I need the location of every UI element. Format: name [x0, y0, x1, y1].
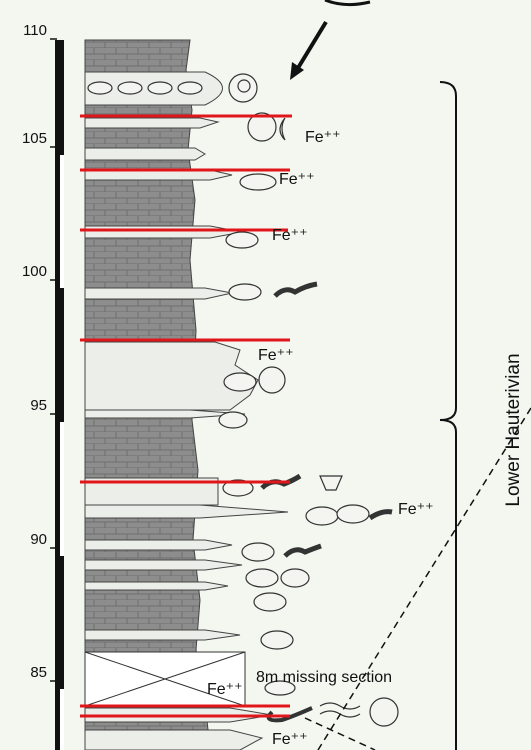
depth-axis: 110 105 100 95 90 85 [22, 22, 57, 682]
depth-label: 85 [30, 664, 47, 681]
fe-label: Fe⁺⁺ [272, 731, 308, 748]
bivalve [305, 506, 339, 526]
bed [84, 629, 241, 641]
burrow [260, 473, 302, 490]
bed [84, 477, 219, 506]
pectinid [369, 697, 399, 727]
depth-bar-segment [60, 422, 64, 556]
fe-label: Fe⁺⁺ [398, 501, 434, 518]
bed [84, 117, 220, 129]
nodule [147, 81, 173, 95]
limestone-beds [84, 71, 289, 750]
bivalve [228, 283, 262, 301]
depth-label: 100 [22, 263, 47, 280]
depth-bar-segment [60, 155, 64, 288]
bivalve [245, 568, 279, 588]
nodule [177, 81, 203, 95]
bed [84, 287, 233, 300]
fe-label: Fe⁺⁺ [258, 347, 294, 364]
echinoid [319, 475, 343, 491]
dashed-link [304, 717, 376, 750]
nodule [117, 81, 143, 95]
depth-bar [55, 40, 64, 750]
ammonite [237, 79, 251, 93]
bivalve [241, 542, 275, 562]
stage-label: Lower Hauterivian [503, 353, 524, 506]
burrow [283, 543, 322, 558]
missing-section-cross [84, 651, 246, 707]
fe-label: Fe⁺⁺ [272, 227, 308, 244]
bed [84, 729, 264, 750]
arrow [296, 20, 328, 70]
depth-label: 105 [22, 130, 47, 147]
depth-label: 95 [30, 397, 47, 414]
fe-horizons [80, 114, 292, 718]
ammonite [258, 366, 286, 394]
bivalve [260, 630, 294, 650]
bivalve [336, 504, 370, 524]
bed [84, 504, 289, 519]
bivalve [218, 411, 248, 429]
burrow [368, 509, 393, 521]
fe-label: Fe⁺⁺ [207, 681, 243, 698]
depth-bar-segment [60, 689, 64, 750]
nodule [87, 81, 113, 95]
depth-label: 110 [23, 22, 47, 39]
fe-label: Fe⁺⁺ [279, 171, 315, 188]
missing-section-label: 8m missing section [256, 669, 392, 686]
burrow [273, 281, 318, 298]
depth-label: 90 [30, 531, 47, 548]
burrow [279, 117, 286, 141]
bed [84, 409, 246, 419]
arrow-fragment [324, 0, 371, 7]
fossils [218, 73, 399, 727]
bed [84, 539, 233, 551]
arrow-head [290, 62, 304, 80]
bed [84, 225, 243, 239]
bivalve [222, 479, 254, 497]
bed [84, 581, 229, 591]
bivalve [280, 568, 310, 588]
bivalve [239, 173, 277, 191]
fe-label: Fe⁺⁺ [305, 129, 341, 146]
brace [439, 81, 457, 750]
bivalve [223, 372, 257, 392]
bivalve [264, 680, 296, 696]
bivalve [253, 592, 287, 612]
bed [84, 559, 243, 571]
bed [84, 147, 206, 161]
bivalve [225, 231, 259, 249]
ammonite [247, 112, 277, 142]
